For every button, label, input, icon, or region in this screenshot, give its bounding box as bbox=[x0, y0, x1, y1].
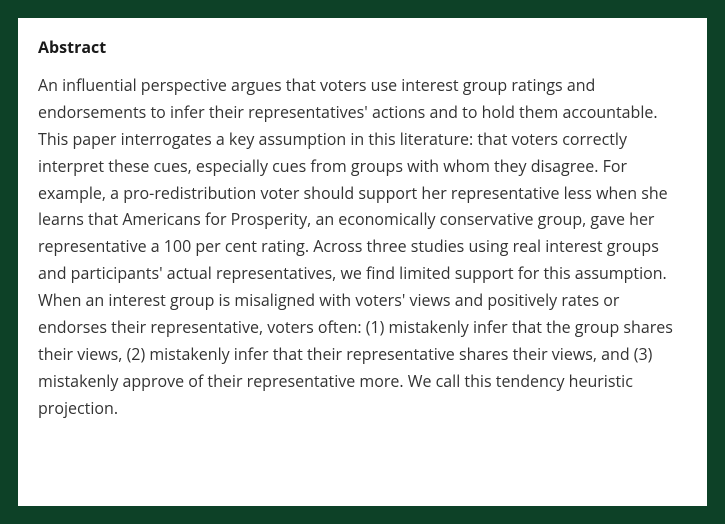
abstract-container: Abstract An influential perspective argu… bbox=[18, 18, 707, 506]
abstract-body-text: An influential perspective argues that v… bbox=[38, 72, 687, 421]
abstract-heading: Abstract bbox=[38, 36, 687, 58]
